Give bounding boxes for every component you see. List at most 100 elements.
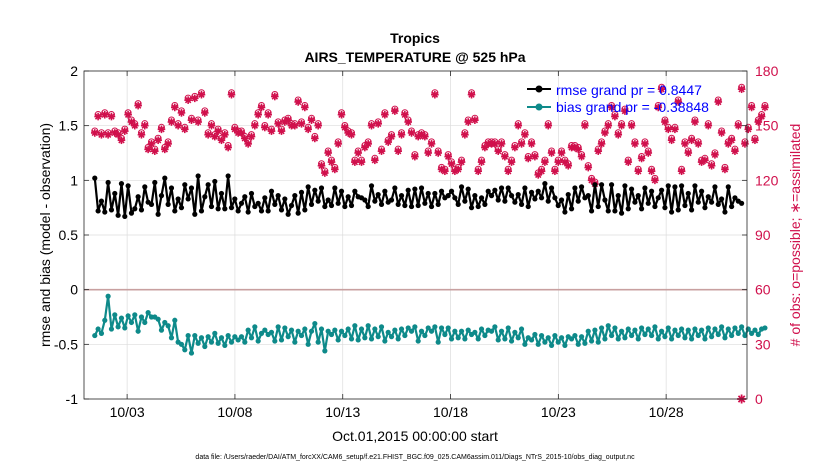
bias-point <box>285 334 291 340</box>
rmse-point <box>245 209 251 215</box>
bias-point <box>482 332 488 339</box>
rmse-point <box>695 199 701 205</box>
obs-assimilated-point <box>207 121 216 130</box>
rmse-point <box>612 208 618 214</box>
bias-point <box>588 338 595 344</box>
rmse-point <box>595 203 601 210</box>
obs-assimilated-point <box>724 140 733 148</box>
x-tick-label: 10/08 <box>217 404 252 420</box>
bias-point <box>282 325 288 331</box>
bias-point <box>128 319 135 326</box>
asterisk-stroke <box>611 113 619 120</box>
asterisk-stroke <box>211 133 219 140</box>
rmse-point <box>468 205 475 211</box>
asterisk-stroke <box>631 140 639 148</box>
bias-point <box>112 312 118 318</box>
rmse-point <box>195 173 201 179</box>
rmse-point <box>488 193 495 199</box>
obs-assimilated-point <box>97 130 106 139</box>
rmse-point <box>118 181 125 187</box>
obs-assimilated-point <box>514 121 523 130</box>
obs-assimilated-point <box>304 125 312 134</box>
rmse-point <box>675 207 681 213</box>
x-tick-label: 10/18 <box>433 404 468 420</box>
obs-assimilated-point <box>714 98 723 106</box>
rmse-point <box>552 195 558 201</box>
rmse-point <box>175 196 181 202</box>
obs-assimilated-point <box>341 123 349 132</box>
asterisk-stroke <box>304 126 312 133</box>
asterisk-stroke <box>251 122 259 129</box>
asterisk-stroke <box>241 135 249 142</box>
asterisk-stroke <box>641 140 649 148</box>
bias-point <box>138 314 145 320</box>
rmse-point <box>688 207 695 213</box>
obs-assimilated-point <box>221 130 229 139</box>
obs-assimilated-point <box>277 127 286 135</box>
rmse-point <box>628 186 635 192</box>
bias-point <box>488 328 495 334</box>
asterisk-stroke <box>434 149 442 157</box>
rmse-point <box>638 206 645 212</box>
obs-assimilated-point <box>214 127 222 135</box>
rmse-point <box>425 190 431 197</box>
bias-point <box>185 332 191 339</box>
asterisk-stroke <box>598 140 605 148</box>
asterisk-stroke <box>368 122 375 129</box>
rmse-point <box>408 203 415 210</box>
bias-point <box>585 328 591 334</box>
rmse-point <box>328 202 335 209</box>
bias-point <box>368 336 375 342</box>
bias-point <box>532 331 538 338</box>
bias-point <box>308 328 315 334</box>
asterisk-stroke <box>695 140 702 148</box>
rmse-point <box>692 183 698 189</box>
asterisk-stroke <box>331 166 339 173</box>
bias-point <box>605 323 611 329</box>
obs-assimilated-point <box>100 110 109 119</box>
rmse-point <box>432 190 438 197</box>
obs-assimilated-point <box>381 110 389 119</box>
asterisk-stroke <box>431 91 439 98</box>
bias-point <box>252 324 258 330</box>
asterisk-stroke <box>128 118 135 126</box>
asterisk-stroke <box>158 126 165 133</box>
asterisk-stroke <box>691 118 699 126</box>
rmse-point <box>698 188 705 194</box>
obs-assimilated-point <box>187 116 196 124</box>
obs-assimilated-point <box>427 140 436 148</box>
asterisk-stroke <box>328 158 335 166</box>
asterisk-stroke <box>645 149 652 157</box>
obs-assimilated-point <box>327 158 336 166</box>
rmse-point <box>278 207 285 213</box>
asterisk-stroke <box>221 131 229 139</box>
asterisk-stroke <box>638 155 645 162</box>
rmse-point <box>335 200 341 206</box>
bias-point <box>245 327 251 333</box>
rmse-point <box>315 198 321 204</box>
bias-point <box>672 327 678 333</box>
obs-assimilated-point <box>671 125 679 134</box>
asterisk-stroke <box>671 126 679 133</box>
obs-assimilated-point <box>364 140 372 148</box>
bias-point <box>258 330 265 336</box>
asterisk-stroke <box>194 118 202 126</box>
bias-point <box>118 315 125 321</box>
bias-point <box>392 327 398 333</box>
obs-assimilated-point <box>401 110 409 119</box>
bias-point <box>172 317 178 323</box>
rmse-point <box>682 202 688 209</box>
rmse-point <box>262 195 268 201</box>
bias-point <box>432 324 438 330</box>
bias-point <box>348 336 355 342</box>
bias-point <box>242 339 248 345</box>
asterisk-stroke <box>401 111 409 118</box>
asterisk-stroke <box>454 166 462 173</box>
bias-point <box>715 331 721 338</box>
obs-assimilated-point <box>324 149 332 157</box>
bias-point <box>422 332 428 339</box>
rmse-point <box>605 208 611 214</box>
bias-point <box>212 330 218 336</box>
rmse-point <box>185 196 191 202</box>
obs-assimilated-point <box>517 140 526 148</box>
